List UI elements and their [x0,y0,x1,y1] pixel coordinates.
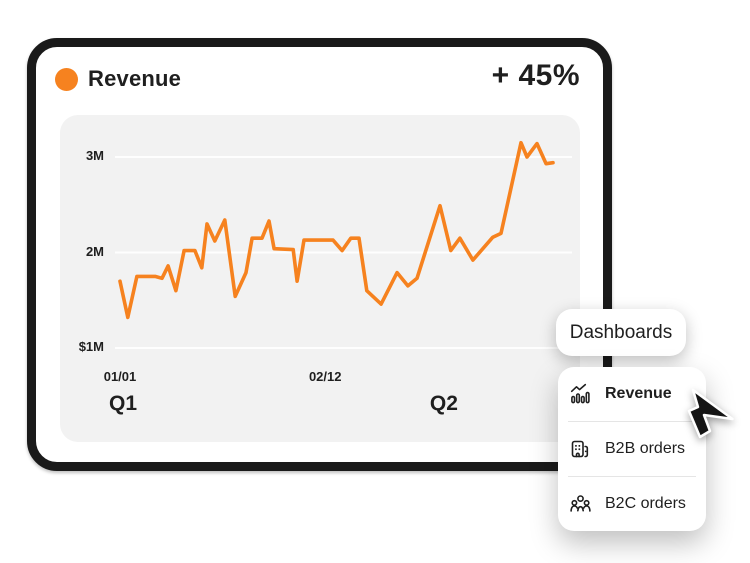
delta-badge: + 45% [491,59,580,92]
dashboards-button-label: Dashboards [569,321,673,343]
menu-item-revenue[interactable]: Revenue [558,367,706,421]
menu-item-b2c-orders[interactable]: B2C orders [558,477,706,531]
building-icon [571,440,589,458]
quarter-label: Q1 [109,392,138,415]
quarter-label: Q2 [429,392,458,415]
y-tick-label: 2M [85,243,104,259]
revenue-line-chart [115,140,572,349]
y-tick-label: $1M [78,339,104,354]
people-group-icon [570,495,591,512]
x-tick-label: 01/01 [103,369,137,384]
dashboards-dropdown: Revenue B2B orders [558,367,706,531]
y-tick-label: 3M [85,148,104,163]
legend-dot-icon [55,68,78,91]
menu-item-label: B2C orders [605,495,686,512]
legend-label: Revenue [88,66,182,91]
dashboards-button[interactable]: Dashboards [556,309,686,356]
chart-panel [60,115,580,442]
menu-item-label: B2B orders [605,440,686,457]
menu-divider [568,476,696,477]
chart-trend-icon [570,383,590,404]
x-tick-label: 02/12 [308,369,342,384]
menu-item-b2b-orders[interactable]: B2B orders [558,422,706,476]
mouse-cursor-icon [687,388,734,439]
menu-divider [568,421,696,422]
menu-item-label: Revenue [605,385,672,402]
